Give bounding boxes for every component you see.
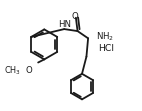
Text: O: O [72, 12, 79, 21]
Text: HN: HN [58, 20, 71, 30]
Text: CH$_3$: CH$_3$ [4, 64, 21, 77]
Text: HCl: HCl [98, 44, 114, 53]
Text: NH$_2$: NH$_2$ [96, 31, 114, 43]
Text: O: O [25, 66, 32, 75]
